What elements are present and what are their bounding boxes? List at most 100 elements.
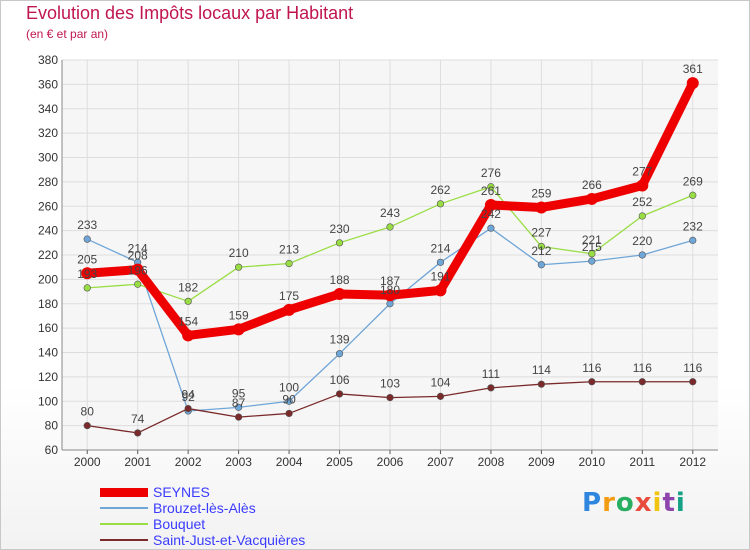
data-label: 261 — [481, 184, 501, 198]
data-point — [686, 77, 699, 90]
data-point — [484, 199, 497, 212]
x-tick-label: 2003 — [225, 455, 252, 469]
data-point — [535, 201, 548, 214]
y-tick-label: 180 — [38, 297, 58, 311]
data-point — [285, 409, 293, 418]
data-label: 90 — [282, 392, 296, 406]
legend-label: Bouquet — [153, 516, 206, 532]
data-label: 104 — [430, 375, 450, 389]
data-label: 191 — [430, 269, 450, 283]
x-tick-label: 2009 — [528, 455, 555, 469]
y-tick-label: 100 — [38, 394, 58, 408]
legend-label: SEYNES — [153, 484, 210, 500]
legend-label: Saint-Just-et-Vacquières — [153, 532, 306, 548]
legend-swatch — [100, 539, 148, 541]
data-label: 227 — [531, 225, 551, 239]
chart-subtitle: (en € et par an) — [26, 27, 109, 41]
data-label: 187 — [380, 274, 400, 288]
data-point — [134, 429, 142, 437]
data-point — [537, 261, 545, 269]
data-label: 210 — [229, 246, 249, 260]
data-point — [184, 404, 192, 413]
data-label: 106 — [330, 373, 350, 387]
data-label: 215 — [582, 240, 602, 254]
data-label: 139 — [330, 333, 350, 347]
y-tick-label: 340 — [38, 102, 58, 116]
data-point — [83, 284, 91, 292]
proxiti-logo: Proxiti — [582, 488, 686, 518]
data-point — [434, 284, 447, 297]
data-label: 208 — [128, 249, 148, 263]
data-label: 276 — [481, 166, 501, 180]
data-point — [235, 403, 243, 411]
x-tick-label: 2012 — [679, 455, 706, 469]
data-label: 196 — [128, 263, 148, 277]
x-tick-label: 2010 — [578, 455, 605, 469]
data-label: 230 — [330, 222, 350, 236]
data-label: 116 — [633, 361, 652, 375]
data-label: 361 — [683, 62, 703, 76]
y-tick-label: 120 — [38, 370, 58, 384]
data-point — [285, 397, 293, 405]
data-point — [436, 392, 445, 400]
data-point — [436, 258, 445, 266]
data-label: 205 — [77, 252, 97, 266]
data-label: 116 — [582, 361, 601, 375]
y-tick-label: 220 — [38, 248, 58, 262]
data-label: 259 — [531, 186, 551, 200]
y-tick-label: 320 — [38, 126, 58, 140]
data-label: 180 — [380, 283, 400, 297]
legend-swatch — [100, 507, 148, 509]
data-label: 212 — [531, 244, 551, 258]
data-point — [335, 239, 344, 247]
data-label: 95 — [232, 386, 246, 400]
data-point — [184, 297, 192, 305]
data-label: 80 — [81, 405, 95, 419]
data-label: 266 — [582, 178, 602, 192]
data-point — [689, 236, 697, 244]
data-point — [537, 242, 545, 251]
x-tick-label: 2000 — [74, 455, 101, 469]
data-label: 269 — [683, 174, 703, 188]
data-point — [131, 263, 144, 276]
data-label: 111 — [482, 367, 501, 381]
x-tick-label: 2004 — [276, 455, 303, 469]
data-label: 277 — [632, 165, 652, 179]
data-point — [636, 179, 649, 192]
data-point — [235, 263, 243, 271]
data-point — [235, 413, 243, 421]
data-label: 243 — [380, 206, 400, 220]
y-tick-label: 240 — [38, 224, 58, 238]
data-point — [182, 329, 195, 342]
data-label: 182 — [178, 280, 198, 294]
y-tick-label: 140 — [38, 346, 58, 360]
data-label: 214 — [430, 241, 450, 255]
chart-title: Evolution des Impôts locaux par Habitant — [26, 3, 354, 23]
data-point — [333, 288, 346, 300]
data-label: 103 — [380, 377, 400, 391]
data-label: 232 — [683, 219, 703, 233]
data-label: 116 — [683, 361, 702, 375]
data-point — [335, 390, 344, 398]
data-point — [585, 192, 598, 205]
data-point — [537, 380, 545, 388]
data-label: 262 — [430, 183, 450, 197]
data-label: 193 — [77, 267, 97, 281]
legend-label: Brouzet-lès-Alès — [153, 500, 256, 516]
data-point — [81, 267, 94, 280]
x-tick-label: 2007 — [427, 455, 454, 469]
data-point — [335, 350, 344, 358]
data-point — [638, 251, 646, 259]
data-label: 252 — [632, 195, 652, 209]
data-point — [487, 384, 495, 392]
x-tick-label: 2001 — [124, 455, 151, 469]
legend-swatch — [100, 523, 148, 525]
y-tick-label: 300 — [38, 151, 58, 165]
data-label: 221 — [582, 233, 602, 247]
data-point — [386, 223, 394, 231]
data-label: 242 — [481, 207, 501, 221]
data-point — [384, 289, 396, 302]
data-point — [134, 280, 142, 288]
y-tick-label: 60 — [45, 443, 59, 457]
